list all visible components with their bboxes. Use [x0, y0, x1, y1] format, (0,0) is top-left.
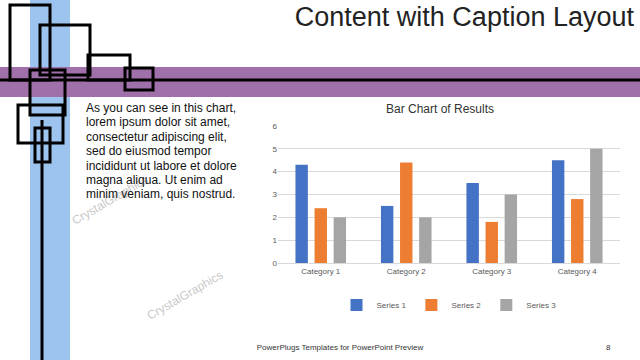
svg-text:Series 2: Series 2	[451, 301, 481, 310]
html-text:minim veniam, quis nostrud.: minim veniam, quis nostrud.	[86, 187, 236, 202]
html-text:consectetur adipiscing elit,: consectetur adipiscing elit,	[86, 129, 227, 144]
svg-text:CrystalGraphics: CrystalGraphics	[145, 268, 226, 323]
svg-text:Category 4: Category 4	[558, 267, 598, 276]
svg-text:5: 5	[273, 145, 278, 154]
html-text:Content with Caption Layout: Content with Caption Layout	[294, 2, 634, 32]
html-text:incididunt ut labore et dolore: incididunt ut labore et dolore	[86, 158, 237, 173]
html-text:magna aliqua. Ut enim ad: magna aliqua. Ut enim ad	[86, 173, 223, 187]
svg-text:4: 4	[273, 167, 278, 176]
svg-text:0: 0	[273, 259, 278, 268]
svg-text:Category 2: Category 2	[387, 267, 427, 276]
svg-text:Series 3: Series 3	[526, 301, 556, 310]
html-text:As you can see in this chart,: As you can see in this chart,	[86, 101, 237, 115]
svg-text:2: 2	[273, 213, 278, 222]
svg-text:Category 1: Category 1	[301, 267, 341, 276]
svg-text:1: 1	[273, 236, 278, 245]
html-text:lorem ipsum dolor sit amet,: lorem ipsum dolor sit amet,	[86, 115, 230, 130]
svg-text:6: 6	[273, 122, 278, 131]
svg-text:3: 3	[273, 190, 278, 199]
html-text:8: 8	[606, 343, 611, 352]
html-text:PowerPlugs Templates for Power: PowerPlugs Templates for PowerPoint Prev…	[256, 343, 424, 352]
svg-text:Bar Chart of Results: Bar Chart of Results	[386, 102, 494, 116]
html-text:sed do eiusmod tempor: sed do eiusmod tempor	[86, 144, 212, 159]
svg-text:Series 1: Series 1	[377, 301, 407, 310]
svg-text:Category 3: Category 3	[472, 267, 512, 276]
